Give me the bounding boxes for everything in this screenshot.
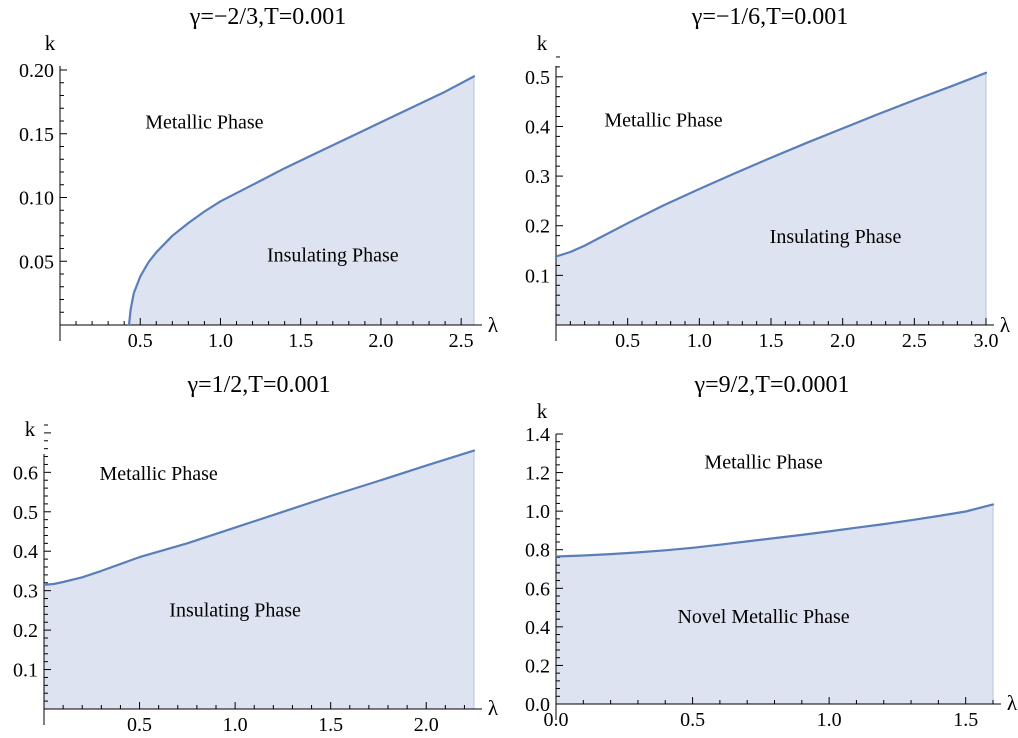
panel-title: γ=1/2,T=0.001: [186, 372, 330, 398]
region-label: Metallic Phase: [100, 463, 218, 485]
region-label: Insulating Phase: [770, 226, 902, 248]
y-axis-label: k: [537, 31, 548, 55]
region-fill: [44, 450, 474, 709]
y-tick-label: 1.0: [525, 501, 550, 523]
x-axis-label: λ: [488, 696, 499, 720]
y-axis-label: k: [25, 417, 36, 441]
x-tick-label: 1.0: [208, 330, 233, 352]
panel-title: γ=−1/6,T=0.001: [691, 4, 849, 30]
panel-title: γ=9/2,T=0.0001: [693, 372, 849, 398]
x-tick-label: 1.5: [318, 714, 343, 736]
panel-gamma-minus-one-sixth: 0.5 1.0 1.5 2.0 2.5 3.0 0.1 0.2 0.3 0.4 0.5 γ=−1/6,…: [525, 4, 1011, 352]
x-axis-label: λ: [1007, 691, 1018, 715]
phase-boundary-curve: [554, 503, 995, 558]
y-axis-label: k: [45, 31, 56, 55]
x-tick-label: 0.5: [680, 709, 705, 731]
y-tick-label: 0.1: [525, 265, 550, 287]
x-tick-label: 1.5: [953, 709, 978, 731]
x-tick-label: 1.5: [759, 330, 784, 352]
region-label: Insulating Phase: [267, 244, 399, 266]
x-tick-label: 0.0: [544, 709, 569, 731]
x-tick-label: 2.0: [414, 714, 439, 736]
x-tick-label: 3.0: [974, 330, 999, 352]
x-tick-label: 0.5: [128, 330, 153, 352]
x-axis-label: λ: [488, 313, 499, 337]
y-tick-label: 0.4: [525, 116, 550, 138]
x-tick-label: 2.5: [449, 330, 474, 352]
x-tick-label: 1.5: [288, 330, 313, 352]
panel-title: γ=−2/3,T=0.001: [189, 4, 347, 30]
y-tick-label: 0.5: [525, 67, 550, 89]
region-fill: [556, 504, 993, 704]
y-tick-label: 1.4: [525, 424, 550, 446]
y-tick-label: 0.3: [525, 166, 550, 188]
x-tick-label: 2.0: [830, 330, 855, 352]
y-tick-label: 1.2: [525, 463, 550, 485]
y-tick-label: 0.10: [19, 188, 54, 210]
panel-gamma-one-half: 0.5 1.0 1.5 2.0 0.1 0.2 0.3 0.4 0.5 0.6 γ=1/2,T=0.…: [13, 372, 499, 736]
region-fill: [556, 72, 986, 325]
x-tick-label: 0.5: [615, 330, 640, 352]
region-fill: [129, 76, 474, 326]
y-tick-label: 0.6: [525, 578, 550, 600]
panel-gamma-minus-two-thirds: 0.5 1.0 1.5 2.0 2.5 0.05 0.10 0.15 0.20 γ=−2/3,T=…: [19, 4, 499, 352]
x-tick-label: 1.0: [223, 714, 248, 736]
y-tick-label: 0.6: [13, 462, 38, 484]
y-tick-label: 0.0: [525, 694, 550, 716]
region-label: Metallic Phase: [704, 452, 822, 474]
x-axis-label: λ: [1000, 313, 1011, 337]
panel-gamma-nine-halves: 0.0 0.5 1.0 1.5 0.0 0.2 0.4 0.6 0.8 1.0 1.2 1.4 γ=9/…: [525, 372, 1018, 731]
y-tick-label: 0.3: [13, 581, 38, 603]
y-axis-label: k: [537, 399, 548, 423]
x-tick-label: 0.5: [127, 714, 152, 736]
y-tick-label: 0.1: [13, 660, 38, 682]
x-tick-label: 2.0: [368, 330, 393, 352]
y-tick-label: 0.2: [525, 655, 550, 677]
phase-boundary-curve: [127, 75, 476, 327]
y-tick-label: 0.4: [525, 617, 550, 639]
region-label: Novel Metallic Phase: [677, 606, 849, 628]
phase-boundary-curve: [42, 449, 476, 586]
region-label: Metallic Phase: [604, 109, 722, 131]
y-tick-label: 0.20: [19, 60, 54, 82]
y-tick-label: 0.05: [19, 251, 54, 273]
y-tick-label: 0.8: [525, 540, 550, 562]
x-tick-label: 1.0: [817, 709, 842, 731]
y-tick-label: 0.2: [525, 216, 550, 238]
phase-boundary-curve: [554, 71, 988, 258]
region-label: Metallic Phase: [145, 112, 263, 134]
x-tick-label: 1.0: [687, 330, 712, 352]
y-tick-label: 0.4: [13, 541, 38, 563]
y-tick-label: 0.5: [13, 502, 38, 524]
y-tick-label: 0.15: [19, 124, 54, 146]
x-tick-label: 2.5: [902, 330, 927, 352]
region-label: Insulating Phase: [169, 599, 301, 621]
y-tick-label: 0.2: [13, 620, 38, 642]
